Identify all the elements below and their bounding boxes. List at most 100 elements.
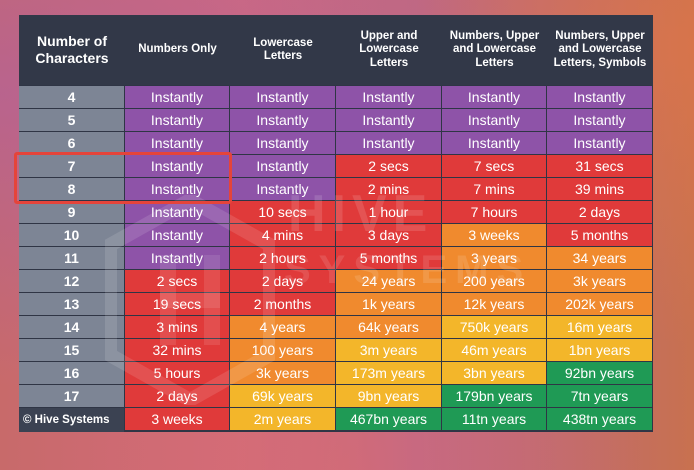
row-length-cell: 4	[19, 86, 124, 108]
time-cell: 69k years	[230, 385, 335, 407]
time-cell: 31 secs	[547, 155, 652, 177]
table-row: 16 5 hours 3k years 173m years 3bn years 92bn…	[19, 362, 653, 385]
time-cell: Instantly	[230, 132, 335, 154]
header-numbers-upper-lower: Numbers, Upper and Lowercase Letters	[449, 30, 540, 69]
time-cell: 2 months	[230, 293, 335, 315]
time-cell: 173m years	[336, 362, 441, 384]
time-cell: 16m years	[547, 316, 652, 338]
time-cell: Instantly	[125, 86, 229, 108]
password-table: Number of Characters Numbers Only Lowerc…	[19, 15, 653, 432]
time-cell: 7 hours	[442, 201, 546, 223]
time-cell: Instantly	[125, 132, 229, 154]
time-cell: Instantly	[230, 109, 335, 131]
table-row: 6 Instantly Instantly Instantly Instantly Ins…	[19, 132, 653, 155]
time-cell: 1 hour	[336, 201, 441, 223]
table-row: 13 19 secs 2 months 1k years 12k years 202k y…	[19, 293, 653, 316]
time-cell: Instantly	[442, 109, 546, 131]
header-lowercase: Lowercase Letters	[253, 36, 313, 62]
row-length-cell: 11	[19, 247, 124, 269]
time-cell: 2 secs	[125, 270, 229, 292]
time-cell: 3 years	[442, 247, 546, 269]
time-cell: 19 secs	[125, 293, 229, 315]
row-length-cell: 15	[19, 339, 124, 361]
time-cell: 3 weeks	[125, 408, 229, 430]
time-cell: Instantly	[336, 132, 441, 154]
time-cell: 1k years	[336, 293, 441, 315]
time-cell: 7 secs	[442, 155, 546, 177]
header-all-symbols: Numbers, Upper and Lowercase Letters, Sy…	[553, 30, 647, 69]
time-cell: 92bn years	[547, 362, 652, 384]
table-row: 9 Instantly 10 secs 1 hour 7 hours 2 days	[19, 201, 653, 224]
time-cell: Instantly	[125, 224, 229, 246]
time-cell: 3 mins	[125, 316, 229, 338]
time-cell: 10 secs	[230, 201, 335, 223]
time-cell: Instantly	[125, 201, 229, 223]
header-numbers-only: Numbers Only	[138, 43, 217, 56]
table-row: 11 Instantly 2 hours 5 months 3 years 34 year…	[19, 247, 653, 270]
time-cell: 2m years	[230, 408, 335, 430]
time-cell: Instantly	[125, 178, 229, 200]
row-length-cell: 10	[19, 224, 124, 246]
time-cell: 5 months	[336, 247, 441, 269]
header-number-of-characters: Number of Characters	[35, 33, 109, 66]
time-cell: 64k years	[336, 316, 441, 338]
time-cell: Instantly	[230, 178, 335, 200]
time-cell: Instantly	[336, 86, 441, 108]
time-cell: 2 days	[547, 201, 652, 223]
time-cell: Instantly	[336, 109, 441, 131]
table-row: 7 Instantly Instantly 2 secs 7 secs 31 secs	[19, 155, 653, 178]
time-cell: 11tn years	[442, 408, 546, 430]
time-cell: 7tn years	[547, 385, 652, 407]
time-cell: 2 secs	[336, 155, 441, 177]
time-cell: Instantly	[442, 86, 546, 108]
time-cell: 2 mins	[336, 178, 441, 200]
time-cell: 3bn years	[442, 362, 546, 384]
time-cell: Instantly	[230, 155, 335, 177]
time-cell: Instantly	[442, 132, 546, 154]
table-row: 8 Instantly Instantly 2 mins 7 mins 39 mins	[19, 178, 653, 201]
time-cell: 12k years	[442, 293, 546, 315]
row-length-cell: 14	[19, 316, 124, 338]
header-upper-lower: Upper and Lowercase Letters	[359, 30, 419, 69]
time-cell: 200 years	[442, 270, 546, 292]
row-length-cell: 6	[19, 132, 124, 154]
time-cell: Instantly	[547, 86, 652, 108]
time-cell: Instantly	[125, 155, 229, 177]
copyright-watermark: © Hive Systems	[19, 408, 124, 432]
time-cell: 9bn years	[336, 385, 441, 407]
time-cell: 100 years	[230, 339, 335, 361]
time-cell: 5 months	[547, 224, 652, 246]
row-length-cell: 16	[19, 362, 124, 384]
time-cell: 46m years	[442, 339, 546, 361]
row-length-cell: 7	[19, 155, 124, 177]
time-cell: 2 hours	[230, 247, 335, 269]
time-cell: 179bn years	[442, 385, 546, 407]
time-cell: 24 years	[336, 270, 441, 292]
table-row: 10 Instantly 4 mins 3 days 3 weeks 5 months	[19, 224, 653, 247]
time-cell: 3k years	[547, 270, 652, 292]
table-row: 5 Instantly Instantly Instantly Instantly Ins…	[19, 109, 653, 132]
time-cell: 4 mins	[230, 224, 335, 246]
time-cell: Instantly	[547, 132, 652, 154]
time-cell: 39 mins	[547, 178, 652, 200]
time-cell: 5 hours	[125, 362, 229, 384]
time-cell: Instantly	[125, 109, 229, 131]
time-cell: 34 years	[547, 247, 652, 269]
table-header: Number of Characters Numbers Only Lowerc…	[19, 15, 653, 85]
time-cell: 3 weeks	[442, 224, 546, 246]
time-cell: 3 days	[336, 224, 441, 246]
table-row: 4 Instantly Instantly Instantly Instantly Ins…	[19, 86, 653, 109]
time-cell: 4 years	[230, 316, 335, 338]
time-cell: 438tn years	[547, 408, 652, 430]
time-cell: Instantly	[547, 109, 652, 131]
row-length-cell: 17	[19, 385, 124, 407]
time-cell: 1bn years	[547, 339, 652, 361]
time-cell: Instantly	[125, 247, 229, 269]
table-row: 12 2 secs 2 days 24 years 200 years 3k years	[19, 270, 653, 293]
time-cell: 7 mins	[442, 178, 546, 200]
time-cell: 3m years	[336, 339, 441, 361]
row-length-cell: 5	[19, 109, 124, 131]
table-row: 15 32 mins 100 years 3m years 46m years 1bn y…	[19, 339, 653, 362]
table-row: 17 2 days 69k years 9bn years 179bn years 7tn…	[19, 385, 653, 408]
time-cell: 2 days	[125, 385, 229, 407]
